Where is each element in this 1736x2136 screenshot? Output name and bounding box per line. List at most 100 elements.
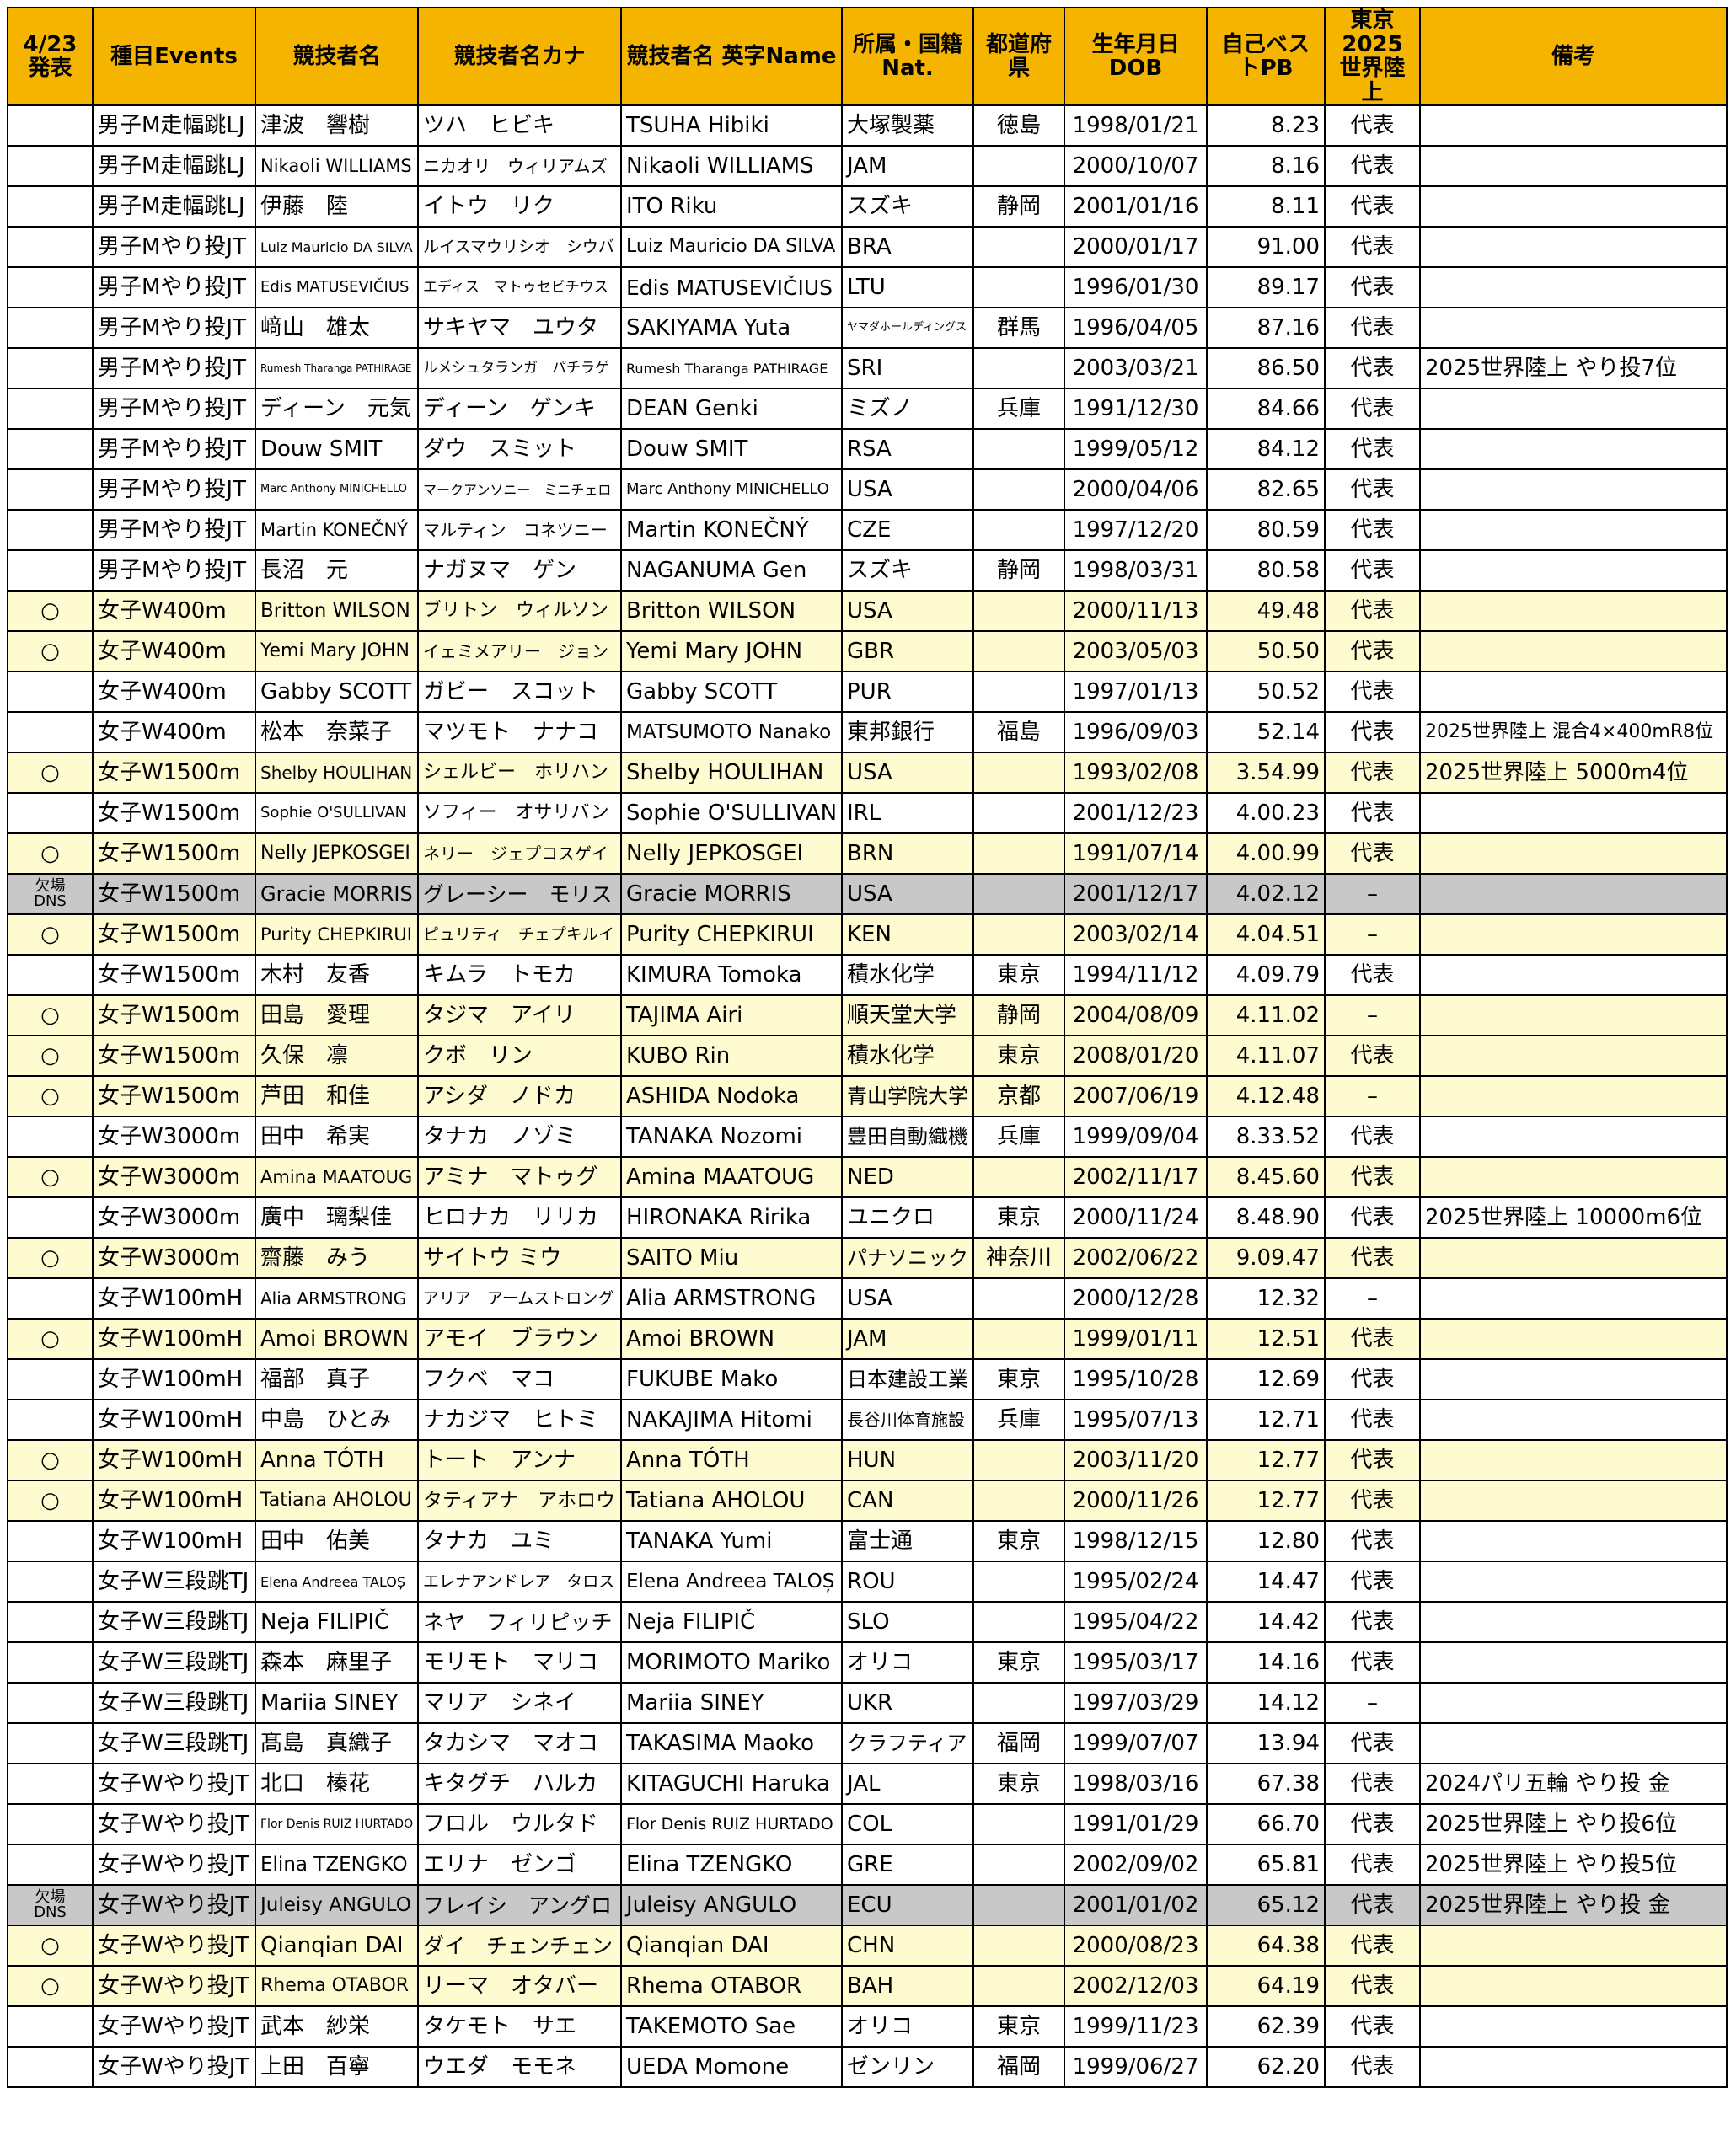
cell xyxy=(7,1399,94,1442)
cell: FUKUBE Mako xyxy=(620,1358,843,1401)
cell xyxy=(1419,226,1728,269)
row: ○ 女子W100mH Anna TÓTH トート アンナ Anna TÓTH HUN 200… xyxy=(7,1439,1728,1482)
header-cell: 競技者名カナ xyxy=(417,6,622,107)
cell: 田中 佑美 xyxy=(255,1520,419,1563)
cell: ○ xyxy=(7,590,94,633)
cell: ユニクロ xyxy=(841,1196,974,1239)
cell xyxy=(972,1803,1065,1846)
cell: 福部 真子 xyxy=(255,1358,419,1401)
cell: サキヤマ ユウタ xyxy=(417,307,622,350)
cell: 代表 xyxy=(1324,1884,1421,1927)
cell: タケモト サエ xyxy=(417,2005,622,2048)
cell: 久保 凛 xyxy=(255,1035,419,1078)
cell: 静岡 xyxy=(972,549,1065,592)
cell: 1996/01/30 xyxy=(1064,266,1208,309)
row: 男子M走幅跳LJ 津波 響樹 ツハ ヒビキ TSUHA Hibiki 大塚製薬 徳島 199… xyxy=(7,104,1728,147)
cell: 男子Mやり投JT xyxy=(92,307,256,350)
cell: Martin KONEČNÝ xyxy=(620,509,843,552)
cell: USA xyxy=(841,468,974,511)
cell: 2025世界陸上 10000m6位 xyxy=(1419,1196,1728,1239)
cell: 84.66 xyxy=(1206,388,1326,431)
cell: 代表 xyxy=(1324,1561,1421,1603)
cell: 女子W1500m xyxy=(92,1075,256,1118)
cell: 2001/01/02 xyxy=(1064,1884,1208,1927)
cell: 女子W三段跳TJ xyxy=(92,1722,256,1765)
row: ○ 女子W1500m Shelby HOULIHAN シェルビー ホリハン Shelby… xyxy=(7,752,1728,795)
row: 男子Mやり投JT ディーン 元気 ディーン ゲンキ DEAN Genki ミズノ 兵庫 19… xyxy=(7,388,1728,431)
cell: 北口 榛花 xyxy=(255,1763,419,1806)
cell: 4.12.48 xyxy=(1206,1075,1326,1118)
cell: 1991/07/14 xyxy=(1064,832,1208,875)
cell: ○ xyxy=(7,1156,94,1199)
cell: マルティン コネツニー xyxy=(417,509,622,552)
cell: 2001/12/17 xyxy=(1064,873,1208,916)
table-body: 男子M走幅跳LJ 津波 響樹 ツハ ヒビキ TSUHA Hibiki 大塚製薬 徳島 199… xyxy=(7,104,1728,2089)
cell: 田中 希実 xyxy=(255,1116,419,1159)
cell: ○ xyxy=(7,1965,94,2008)
cell: 女子W100mH xyxy=(92,1277,256,1320)
cell: SLO xyxy=(841,1601,974,1644)
cell: Anna TÓTH xyxy=(255,1439,419,1482)
cell: 女子W3000m xyxy=(92,1196,256,1239)
row: 女子Wやり投JT 北口 榛花 キタグチ ハルカ KITAGUCHI Haruka JAL… xyxy=(7,1763,1728,1806)
cell: Rumesh Tharanga PATHIRAGE xyxy=(255,347,419,390)
cell: Martin KONEČNÝ xyxy=(255,509,419,552)
cell xyxy=(972,873,1065,916)
header-cell: 所属・国籍Nat. xyxy=(841,6,974,107)
cell: Edis MATUSEVIČIUS xyxy=(255,266,419,309)
cell: USA xyxy=(841,590,974,633)
cell xyxy=(972,266,1065,309)
row: 男子Mやり投JT 﨑山 雄太 サキヤマ ユウタ SAKIYAMA Yuta ヤマダホール… xyxy=(7,307,1728,350)
cell: 日本建設工業 xyxy=(841,1358,974,1401)
cell: 代表 xyxy=(1324,711,1421,754)
row: ○ 女子W3000m Amina MAATOUG アミナ マトゥグ Amina MAAT… xyxy=(7,1156,1728,1199)
cell: 代表 xyxy=(1324,2046,1421,2089)
cell: ニカオリ ウィリアムズ xyxy=(417,145,622,188)
cell: – xyxy=(1324,1277,1421,1320)
cell: 東京 xyxy=(972,2005,1065,2048)
header-cell: 4/23発表 xyxy=(7,6,94,107)
row: ○ 女子W100mH Tatiana AHOLOU タティアナ アホロウ Tatiana… xyxy=(7,1480,1728,1523)
cell: Sophie O'SULLIVAN xyxy=(620,792,843,835)
cell: Elena Andreea TALOȘ xyxy=(620,1561,843,1603)
cell: HIRONAKA Ririka xyxy=(620,1196,843,1239)
cell xyxy=(1419,630,1728,673)
cell: ○ xyxy=(7,752,94,795)
row: 女子W100mH 田中 佑美 タナカ ユミ TANAKA Yumi 富士通 東京 1998/… xyxy=(7,1520,1728,1563)
cell: Yemi Mary JOHN xyxy=(255,630,419,673)
cell: Neja FILIPIČ xyxy=(620,1601,843,1644)
cell: 女子W1500m xyxy=(92,792,256,835)
cell xyxy=(7,468,94,511)
row: ○ 女子W400m Britton WILSON ブリトン ウィルソン Britton … xyxy=(7,590,1728,633)
cell: – xyxy=(1324,1075,1421,1118)
cell: GBR xyxy=(841,630,974,673)
cell: 代表 xyxy=(1324,630,1421,673)
cell: サイトウ ミウ xyxy=(417,1237,622,1280)
cell: 52.14 xyxy=(1206,711,1326,754)
cell: MATSUMOTO Nanako xyxy=(620,711,843,754)
cell: フクベ マコ xyxy=(417,1358,622,1401)
cell: 代表 xyxy=(1324,1925,1421,1967)
cell: 2002/09/02 xyxy=(1064,1844,1208,1887)
cell: 代表 xyxy=(1324,1156,1421,1199)
row: 女子Wやり投JT 上田 百寧 ウエダ モモネ UEDA Momone ゼンリン 福岡 199… xyxy=(7,2046,1728,2089)
row: 女子Wやり投JT Flor Denis RUIZ HURTADO フロル ウルタド F… xyxy=(7,1803,1728,1846)
cell: 女子W400m xyxy=(92,711,256,754)
cell: 4.11.07 xyxy=(1206,1035,1326,1078)
cell: 欠場 DNS xyxy=(7,873,94,916)
cell: KITAGUCHI Haruka xyxy=(620,1763,843,1806)
cell: 2002/06/22 xyxy=(1064,1237,1208,1280)
cell: 女子W1500m xyxy=(92,832,256,875)
cell: JAL xyxy=(841,1763,974,1806)
cell xyxy=(972,1277,1065,1320)
cell: 2025世界陸上 混合4×400mR8位 xyxy=(1419,711,1728,754)
cell: 代表 xyxy=(1324,1722,1421,1765)
header-cell: 競技者名 英字Name xyxy=(620,6,843,107)
cell: Shelby HOULIHAN xyxy=(620,752,843,795)
cell xyxy=(972,590,1065,633)
cell: USA xyxy=(841,1277,974,1320)
cell: 2025世界陸上 やり投7位 xyxy=(1419,347,1728,390)
cell: NAGANUMA Gen xyxy=(620,549,843,592)
cell: 積水化学 xyxy=(841,1035,974,1078)
